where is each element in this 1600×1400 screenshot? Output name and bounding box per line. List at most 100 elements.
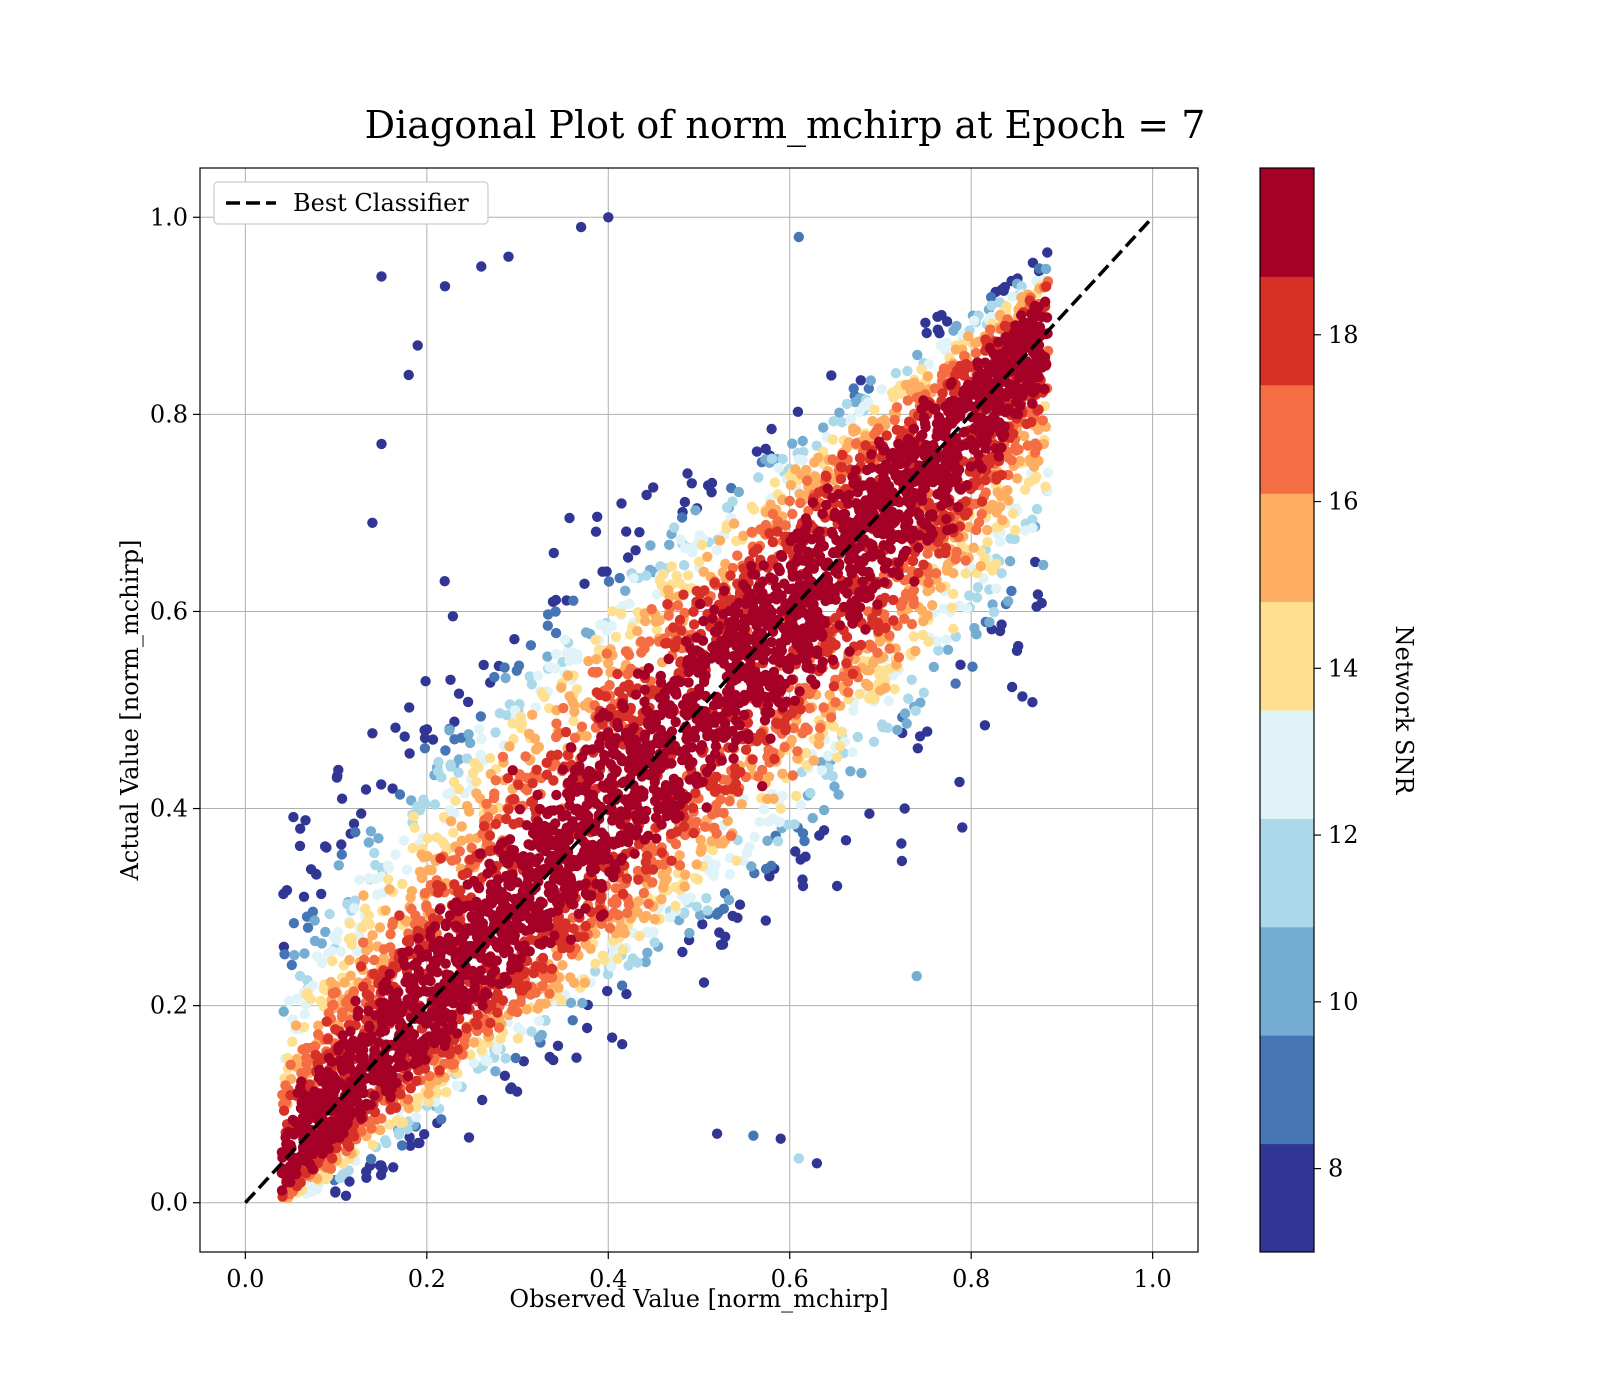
scatter-point	[403, 946, 414, 957]
scatter-point	[571, 1052, 582, 1063]
scatter-point	[506, 1005, 518, 1016]
scatter-point	[903, 693, 914, 704]
scatter-point	[1036, 597, 1047, 609]
scatter-point	[376, 438, 387, 450]
scatter-point	[383, 863, 394, 874]
scatter-point	[785, 479, 797, 491]
scatter-point	[527, 709, 538, 720]
chart-title: Diagonal Plot of norm_mchirp at Epoch = …	[365, 103, 1206, 148]
scatter-point	[960, 555, 971, 566]
scatter-point	[581, 1022, 593, 1034]
scatter-point	[909, 576, 920, 587]
scatter-point	[709, 578, 720, 589]
scatter-point	[899, 803, 910, 814]
scatter-point	[375, 1169, 387, 1181]
scatter-point	[896, 838, 907, 849]
scatter-point	[482, 1026, 494, 1037]
scatter-point	[711, 771, 722, 782]
scatter-point	[1027, 697, 1038, 708]
scatter-point	[629, 848, 640, 859]
scatter-point	[768, 793, 779, 804]
scatter-point	[309, 935, 321, 947]
scatter-point	[622, 552, 634, 563]
scatter-point	[395, 1117, 406, 1128]
scatter-point	[576, 751, 588, 763]
scatter-point	[470, 1017, 481, 1028]
scatter-point	[415, 915, 426, 927]
scatter-point	[954, 776, 965, 788]
scatter-point	[431, 1087, 443, 1099]
scatter-point	[548, 775, 559, 786]
scatter-point	[694, 909, 706, 921]
scatter-point	[599, 954, 610, 966]
scatter-point	[305, 994, 316, 1005]
scatter-point	[787, 770, 798, 781]
scatter-point	[852, 731, 863, 743]
scatter-point	[789, 819, 800, 830]
scatter-point	[980, 475, 991, 486]
scatter-point	[863, 680, 874, 692]
scatter-point	[658, 859, 669, 870]
scatter-point	[299, 1008, 310, 1020]
scatter-point	[734, 899, 746, 910]
scatter-point	[492, 1007, 503, 1018]
scatter-point	[680, 869, 691, 880]
scatter-point	[717, 939, 729, 950]
scatter-point	[390, 849, 401, 860]
scatter-point	[1027, 398, 1038, 409]
scatter-point	[620, 585, 631, 596]
scatter-point	[822, 750, 834, 761]
scatter-point	[698, 615, 709, 627]
scatter-point	[765, 499, 776, 510]
scatter-point	[423, 864, 434, 875]
scatter-point	[910, 645, 921, 657]
scatter-point	[733, 486, 744, 498]
scatter-point	[451, 1080, 463, 1092]
scatter-point	[996, 442, 1007, 453]
scatter-point	[948, 623, 959, 635]
scatter-point	[342, 1166, 353, 1177]
scatter-point	[662, 584, 674, 596]
scatter-point	[542, 609, 554, 620]
scatter-point	[753, 472, 764, 483]
scatter-point	[772, 526, 783, 537]
scatter-point	[416, 872, 427, 884]
scatter-point	[348, 986, 360, 997]
scatter-point	[641, 570, 652, 581]
scatter-point	[345, 970, 356, 981]
scatter-point	[920, 317, 931, 328]
scatter-point	[795, 854, 806, 865]
scatter-point	[407, 842, 418, 854]
scatter-point	[536, 939, 548, 950]
scatter-point	[576, 721, 588, 732]
scatter-point	[464, 737, 476, 749]
scatter-point	[433, 756, 444, 768]
scatter-point	[848, 705, 859, 716]
scatter-point	[914, 731, 926, 742]
scatter-point	[766, 423, 777, 435]
scatter-point	[687, 802, 699, 814]
scatter-point	[436, 772, 447, 783]
scatter-point	[520, 751, 531, 762]
scatter-point	[716, 755, 727, 766]
scatter-point	[881, 430, 892, 441]
scatter-point	[408, 811, 419, 822]
scatter-point	[612, 953, 623, 965]
scatter-point	[766, 453, 778, 464]
scatter-point	[412, 340, 423, 351]
scatter-point	[985, 292, 997, 303]
scatter-point	[288, 918, 300, 929]
scatter-point	[569, 706, 580, 717]
scatter-point	[598, 707, 609, 719]
scatter-point	[666, 855, 677, 866]
scatter-point	[826, 370, 837, 381]
scatter-point	[514, 985, 526, 996]
scatter-point	[1002, 596, 1014, 607]
scatter-point	[590, 526, 602, 537]
scatter-point	[500, 1053, 511, 1064]
scatter-point	[702, 551, 713, 562]
scatter-point	[420, 951, 432, 962]
scatter-point	[545, 937, 556, 949]
scatter-point	[500, 672, 511, 684]
